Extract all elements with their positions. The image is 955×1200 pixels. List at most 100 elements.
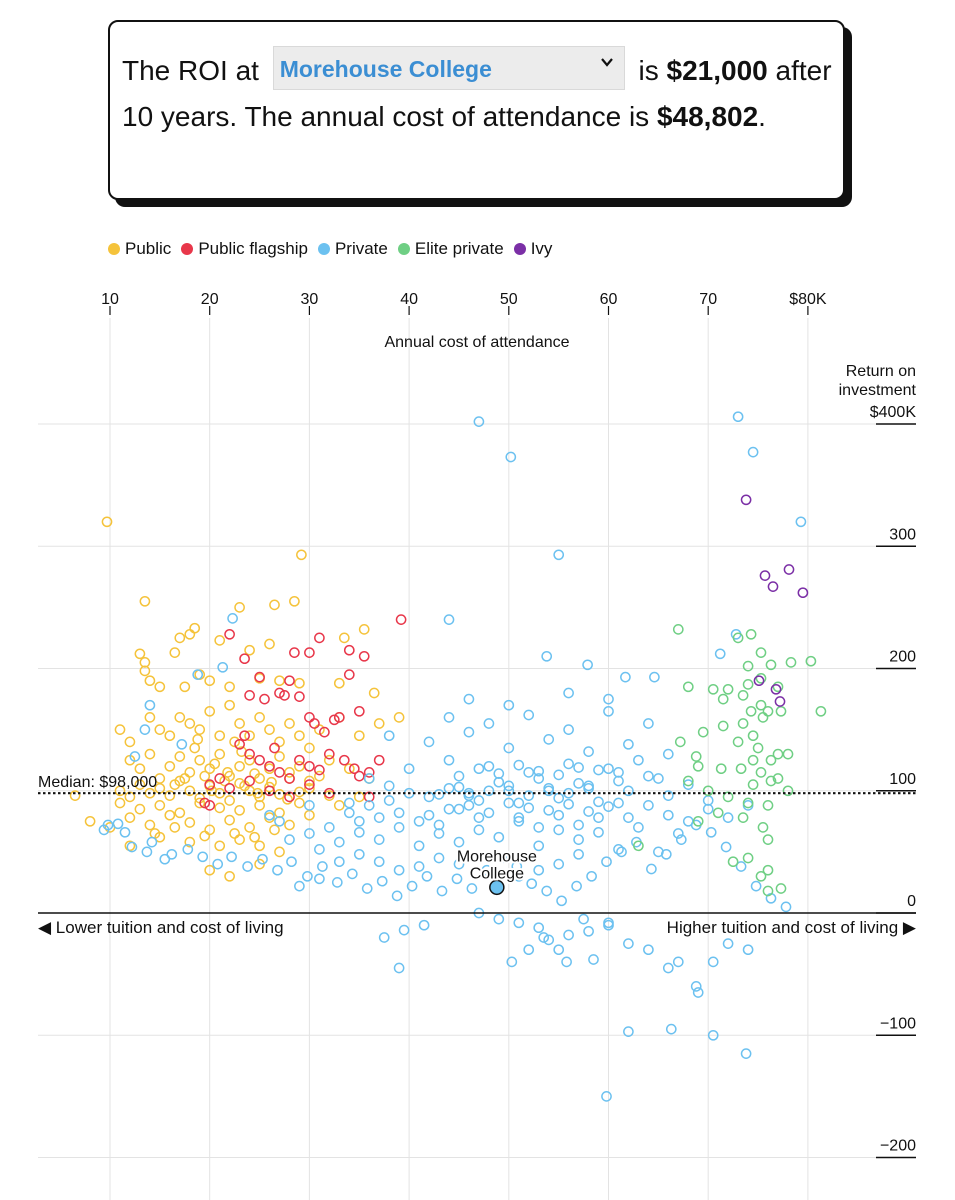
data-point[interactable] xyxy=(229,736,240,748)
data-point[interactable] xyxy=(294,760,305,772)
data-point[interactable] xyxy=(553,944,565,956)
data-point[interactable] xyxy=(772,748,784,760)
data-point[interactable] xyxy=(747,754,759,766)
data-point[interactable] xyxy=(603,705,614,717)
data-point[interactable] xyxy=(69,790,81,801)
data-point[interactable] xyxy=(98,824,110,836)
data-point[interactable] xyxy=(179,773,191,784)
data-point[interactable] xyxy=(762,864,774,876)
data-point[interactable] xyxy=(483,718,495,729)
data-point[interactable] xyxy=(775,883,787,894)
data-point[interactable] xyxy=(272,864,283,876)
data-point[interactable] xyxy=(383,780,395,792)
data-point[interactable] xyxy=(226,851,237,863)
data-point[interactable] xyxy=(692,987,704,998)
data-point[interactable] xyxy=(284,718,295,729)
data-point[interactable] xyxy=(795,516,807,528)
data-point[interactable] xyxy=(672,828,684,839)
data-point[interactable] xyxy=(294,754,305,766)
data-point[interactable] xyxy=(603,917,614,929)
data-point[interactable] xyxy=(672,624,684,635)
data-point[interactable] xyxy=(284,819,295,831)
data-point[interactable] xyxy=(493,913,505,925)
data-point[interactable] xyxy=(752,742,764,754)
data-point[interactable] xyxy=(294,797,305,809)
data-point[interactable] xyxy=(194,724,206,735)
data-point[interactable] xyxy=(481,864,493,876)
data-point[interactable] xyxy=(353,705,365,717)
data-point[interactable] xyxy=(755,647,767,658)
data-point[interactable] xyxy=(443,803,455,815)
data-point[interactable] xyxy=(294,880,305,892)
data-point[interactable] xyxy=(314,873,325,885)
data-point[interactable] xyxy=(674,736,686,748)
data-point[interactable] xyxy=(395,614,407,625)
data-point[interactable] xyxy=(304,760,315,772)
data-point[interactable] xyxy=(672,956,684,968)
data-point[interactable] xyxy=(242,861,253,872)
data-point[interactable] xyxy=(189,622,201,634)
data-point[interactable] xyxy=(184,817,196,828)
data-point[interactable] xyxy=(433,852,445,864)
data-point[interactable] xyxy=(296,549,307,561)
data-point[interactable] xyxy=(451,873,463,885)
data-point[interactable] xyxy=(224,795,235,806)
data-point[interactable] xyxy=(463,790,475,801)
data-point[interactable] xyxy=(234,602,245,613)
data-point[interactable] xyxy=(164,790,176,801)
data-point[interactable] xyxy=(496,852,508,864)
data-point[interactable] xyxy=(750,880,762,892)
data-point[interactable] xyxy=(538,932,550,943)
data-point[interactable] xyxy=(184,767,196,778)
college-select[interactable]: Morehouse College xyxy=(272,45,625,90)
data-point[interactable] xyxy=(269,599,280,611)
data-point[interactable] xyxy=(453,836,465,848)
data-point[interactable] xyxy=(653,846,664,858)
data-point[interactable] xyxy=(556,895,567,907)
data-point[interactable] xyxy=(224,699,235,711)
data-point[interactable] xyxy=(373,834,385,845)
data-point[interactable] xyxy=(319,726,330,738)
data-point[interactable] xyxy=(747,446,759,458)
data-point[interactable] xyxy=(249,831,260,843)
data-point[interactable] xyxy=(204,705,216,717)
data-point[interactable] xyxy=(224,814,235,826)
data-point[interactable] xyxy=(573,848,584,860)
data-point[interactable] xyxy=(413,815,425,827)
data-point[interactable] xyxy=(239,730,250,742)
data-point[interactable] xyxy=(144,819,156,831)
data-point[interactable] xyxy=(373,812,385,823)
data-point[interactable] xyxy=(715,763,727,775)
data-point[interactable] xyxy=(643,718,654,729)
data-point[interactable] xyxy=(623,785,634,797)
data-point[interactable] xyxy=(343,797,355,809)
data-point[interactable] xyxy=(373,856,385,868)
data-point[interactable] xyxy=(182,844,194,855)
data-point[interactable] xyxy=(244,748,255,760)
data-point[interactable] xyxy=(578,913,589,925)
data-point[interactable] xyxy=(712,807,724,819)
data-point[interactable] xyxy=(601,856,612,868)
data-point[interactable] xyxy=(722,938,734,949)
data-point[interactable] xyxy=(588,954,599,965)
data-point[interactable] xyxy=(453,781,465,793)
data-point[interactable] xyxy=(603,693,614,705)
data-point[interactable] xyxy=(682,779,694,790)
data-point[interactable] xyxy=(705,826,717,838)
data-point[interactable] xyxy=(227,613,238,624)
data-point[interactable] xyxy=(154,681,166,693)
data-point[interactable] xyxy=(573,762,584,773)
data-point[interactable] xyxy=(526,878,538,890)
data-point[interactable] xyxy=(244,730,255,742)
data-point[interactable] xyxy=(363,767,375,778)
data-point[interactable] xyxy=(593,764,604,776)
data-point[interactable] xyxy=(692,760,704,772)
data-point[interactable] xyxy=(257,853,268,865)
data-point[interactable] xyxy=(765,775,777,787)
data-point[interactable] xyxy=(346,868,358,880)
data-point[interactable] xyxy=(254,800,265,811)
data-point[interactable] xyxy=(717,693,729,705)
data-point[interactable] xyxy=(294,730,305,742)
data-point[interactable] xyxy=(184,836,196,848)
data-point[interactable] xyxy=(244,644,255,656)
